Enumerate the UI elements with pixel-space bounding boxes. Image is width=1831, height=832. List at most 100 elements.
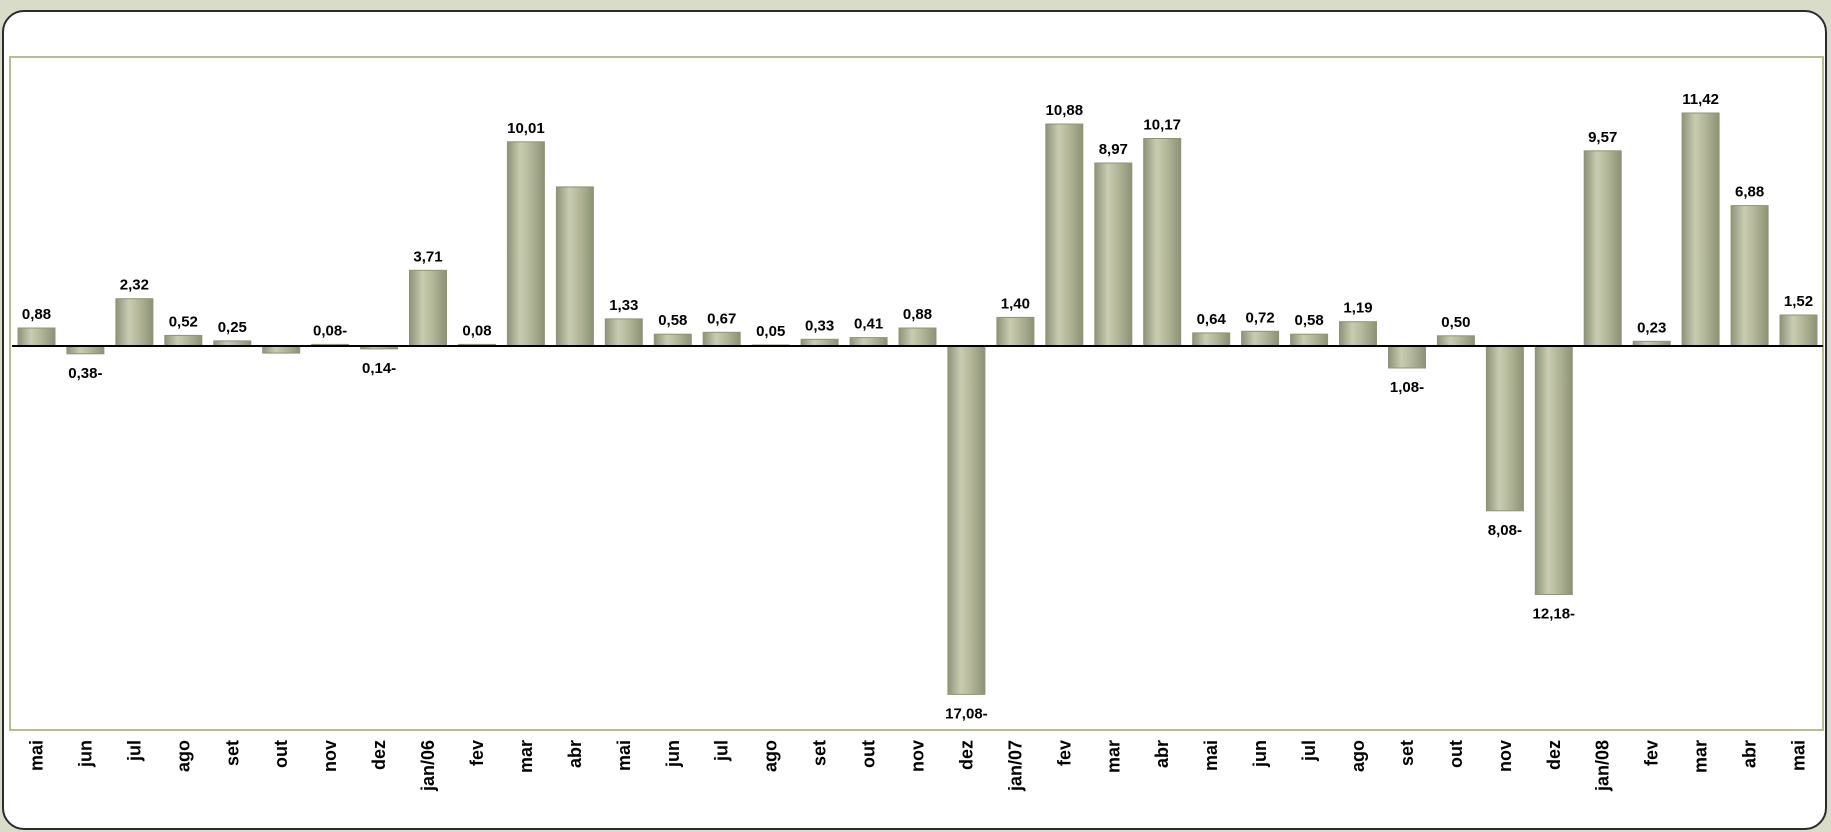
- data-label-36: 1,52: [1784, 293, 1813, 310]
- data-label-14: 0,67: [707, 310, 736, 327]
- category-label-8: jan/06: [418, 740, 438, 792]
- category-label-7: dez: [369, 740, 389, 770]
- category-label-21: fev: [1054, 740, 1074, 766]
- bar-29: [1436, 335, 1475, 347]
- data-label-35: 6,88: [1735, 184, 1764, 201]
- category-labels-group: mai jun jul ago set out nov dez jan/06 fev mar abr m…: [27, 740, 1809, 792]
- category-label-33: fev: [1642, 740, 1662, 766]
- bar-28: [1388, 345, 1426, 369]
- category-label-14: jul: [712, 740, 732, 762]
- data-label-25: 0,72: [1245, 309, 1274, 326]
- data-label-19: 17,08-: [945, 705, 988, 722]
- bar-31: [1534, 345, 1573, 595]
- category-label-28: set: [1397, 740, 1417, 766]
- bar-20: [996, 316, 1035, 347]
- bar-3: [164, 334, 203, 347]
- bar-25: [1241, 330, 1280, 347]
- data-label-32: 9,57: [1588, 129, 1617, 146]
- category-label-16: set: [810, 740, 830, 766]
- bar-11: [555, 186, 594, 347]
- data-label-13: 0,58: [658, 312, 687, 329]
- category-label-3: ago: [173, 740, 193, 772]
- category-label-17: out: [859, 740, 879, 768]
- data-label-6: 0,08-: [313, 322, 347, 339]
- data-label-27: 1,19: [1343, 300, 1372, 317]
- data-label-33: 0,23: [1637, 319, 1666, 336]
- bar-32: [1583, 150, 1622, 347]
- category-label-22: mar: [1103, 740, 1123, 773]
- data-label-10: 10,01: [507, 120, 545, 137]
- bar-5: [262, 345, 301, 354]
- bar-23: [1143, 138, 1182, 347]
- bar-12: [604, 318, 643, 347]
- category-label-29: out: [1446, 740, 1466, 768]
- bar-0: [17, 327, 56, 347]
- category-label-31: dez: [1544, 740, 1564, 770]
- bar-8: [409, 269, 447, 347]
- bar-10: [506, 141, 545, 347]
- data-label-23: 10,17: [1143, 117, 1181, 134]
- data-label-28: 1,08-: [1390, 379, 1424, 396]
- bar-2: [115, 298, 154, 347]
- data-label-22: 8,97: [1099, 141, 1128, 158]
- data-label-1: 0,38-: [68, 365, 102, 382]
- category-label-26: jul: [1299, 740, 1319, 762]
- category-label-34: mar: [1691, 740, 1711, 773]
- category-label-32: jan/08: [1593, 740, 1613, 792]
- category-label-13: jun: [663, 740, 683, 768]
- category-label-1: jun: [75, 740, 95, 768]
- category-label-0: mai: [27, 740, 47, 771]
- data-label-30: 8,08-: [1488, 522, 1522, 539]
- data-label-24: 0,64: [1197, 311, 1227, 328]
- data-label-31: 12,18-: [1533, 606, 1576, 623]
- bar-24: [1192, 332, 1231, 347]
- data-label-16: 0,33: [805, 317, 834, 334]
- category-label-10: mar: [516, 740, 536, 773]
- category-label-2: jul: [124, 740, 144, 762]
- category-label-12: mai: [614, 740, 634, 771]
- category-label-5: out: [271, 740, 291, 768]
- data-label-26: 0,58: [1294, 312, 1323, 329]
- category-label-23: abr: [1152, 740, 1172, 768]
- category-label-11: abr: [565, 740, 585, 768]
- bar-30: [1485, 345, 1524, 512]
- bar-19: [947, 345, 986, 695]
- category-label-18: nov: [908, 740, 928, 772]
- bar-26: [1290, 333, 1329, 347]
- data-label-12: 1,33: [609, 297, 638, 314]
- data-label-9: 0,08: [462, 322, 491, 339]
- category-label-25: jun: [1250, 740, 1270, 768]
- data-label-0: 0,88: [22, 306, 51, 323]
- data-label-29: 0,50: [1441, 314, 1470, 331]
- data-label-2: 2,32: [120, 277, 149, 294]
- data-label-17: 0,41: [854, 316, 883, 333]
- data-label-15: 0,05: [756, 323, 785, 340]
- category-label-19: dez: [956, 740, 976, 770]
- bar-35: [1730, 205, 1769, 347]
- bar-17: [849, 337, 888, 347]
- bar-21: [1045, 123, 1084, 347]
- category-label-35: abr: [1740, 740, 1760, 768]
- bar-34: [1681, 112, 1720, 347]
- category-label-9: fev: [467, 740, 487, 766]
- data-labels-group: 0,88 0,38- 2,32 0,52 0,25 0,08- 0,14- 3,71 0,08 1…: [22, 91, 1813, 722]
- data-label-18: 0,88: [903, 306, 932, 323]
- category-label-4: set: [222, 740, 242, 766]
- data-label-3: 0,52: [169, 313, 198, 330]
- data-label-21: 10,88: [1046, 102, 1084, 119]
- category-label-24: mai: [1201, 740, 1221, 771]
- data-label-8: 3,71: [413, 248, 442, 265]
- category-label-15: ago: [761, 740, 781, 772]
- category-label-20: jan/07: [1005, 740, 1025, 792]
- bar-1: [66, 345, 105, 355]
- bar-13: [653, 333, 692, 347]
- category-label-27: ago: [1348, 740, 1368, 772]
- data-label-7: 0,14-: [362, 360, 396, 377]
- category-label-30: nov: [1495, 740, 1515, 772]
- bar-27: [1339, 321, 1377, 347]
- category-label-6: nov: [320, 740, 340, 772]
- bar-14: [702, 331, 741, 347]
- category-label-36: mai: [1789, 740, 1809, 771]
- data-label-34: 11,42: [1682, 91, 1719, 108]
